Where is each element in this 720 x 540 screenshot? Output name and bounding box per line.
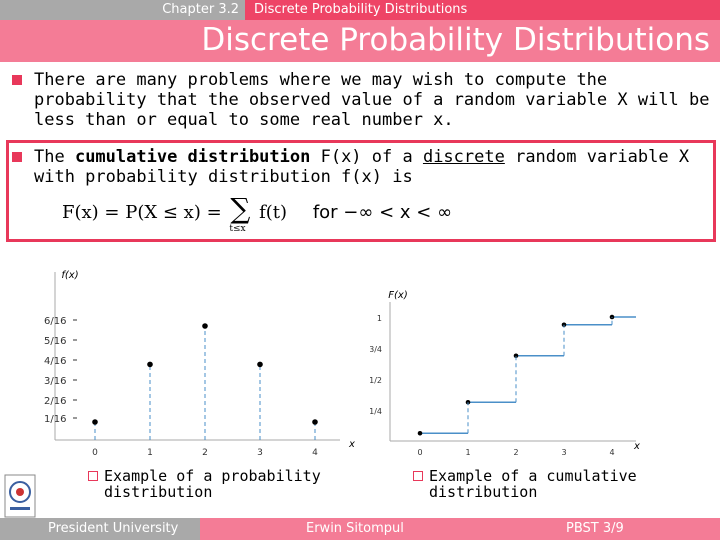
caption-marker [88,471,98,481]
footer-bar: President University Erwin Sitompul PBST… [0,518,720,540]
caption-right-text: Example of a cumulative distribution [429,467,637,501]
footer-page: PBST 3/9 [566,521,624,536]
y-tick-label: 1/2 [370,376,382,385]
formula-rhs: f(t) [259,202,288,223]
bullet-1: There are many problems where we may wis… [12,70,712,130]
x-tick-label: 4 [312,448,318,458]
bullet-2-text: The cumulative distribution F(x) of a di… [34,147,712,187]
university-logo-icon [4,474,36,518]
footer-institution: President University [48,521,179,536]
x-tick-label: 0 [417,448,422,457]
step-point [417,430,423,436]
bullet-2-mid: F(x) of a [310,147,423,167]
data-point [92,419,98,425]
chapter-label-box: Chapter 3.2 [0,0,245,20]
caption-left-text: Example of a probability distribution [104,467,321,501]
y-tick-label: 2/16 [44,396,66,407]
formula-condition: for −∞ < x < ∞ [312,202,453,223]
step-point [513,353,519,359]
x-tick-label: 1 [465,448,470,457]
bullet-marker [12,75,22,85]
x-tick-label: 2 [202,448,208,458]
data-point [312,419,318,425]
y-tick-label: 1/4 [370,407,382,416]
bullet-2-pre: The [34,147,75,167]
y-tick-label: 4/16 [44,356,66,367]
title-bar: Discrete Probability Distributions [0,20,720,62]
section-label: Discrete Probability Distributions [254,2,468,17]
y-tick-label: 1/16 [44,414,66,425]
formula-sub: t≤x [229,224,246,234]
bullet-2-bold: cumulative distribution [74,147,311,167]
x-axis-label: x [348,439,355,450]
probability-distribution-chart: f(x) x 1/16 2/16 3/16 4/16 5/16 6/16 0 1 2 3 4 [44,270,355,458]
definition-box [6,140,716,242]
x-tick-label: 3 [257,448,263,458]
y-tick-label: 1 [377,314,382,323]
header-bar: Chapter 3.2 Discrete Probability Distrib… [0,0,720,20]
cumulative-distribution-chart: F(x) x 1/4 1/2 3/4 1 0 1 2 3 4 [370,290,640,457]
caption-marker [413,471,423,481]
formula-sigma: ∑ [230,192,251,225]
slide-title: Discrete Probability Distributions [201,22,710,58]
y-tick-label: 3/4 [370,345,382,354]
y-tick-label: 3/16 [44,376,66,387]
caption-left: Example of a probability distribution [88,468,348,500]
data-point [257,361,263,368]
bullet-2: The cumulative distribution F(x) of a di… [12,147,712,187]
x-axis-label: x [633,441,640,452]
x-tick-label: 3 [561,448,566,457]
section-label-box: Discrete Probability Distributions [245,0,720,20]
caption-right: Example of a cumulative distribution [413,468,673,500]
chapter-label: Chapter 3.2 [162,2,239,17]
bullet-marker [12,152,22,162]
x-tick-label: 4 [609,448,614,457]
footer-author: Erwin Sitompul [306,521,404,536]
y-axis-label: F(x) [388,290,407,301]
data-point [202,323,208,329]
cdf-formula: F(x) = P(X ≤ x) = ∑ t≤x f(t) for −∞ < x <… [62,192,453,234]
footer-left-box [0,518,200,540]
bullet-2-post: random variable X with probability distr… [34,147,690,187]
x-tick-label: 1 [147,448,153,458]
bullet-2-underlined: discrete [422,147,505,167]
x-tick-label: 2 [513,448,518,457]
y-tick-label: 5/16 [44,336,66,347]
data-point [147,361,153,368]
x-tick-label: 0 [92,448,98,458]
bullet-1-text: There are many problems where we may wis… [34,70,710,130]
formula-lhs: F(x) = P(X ≤ x) = [62,202,228,223]
y-axis-label: f(x) [61,270,78,281]
y-tick-label: 6/16 [44,316,66,327]
